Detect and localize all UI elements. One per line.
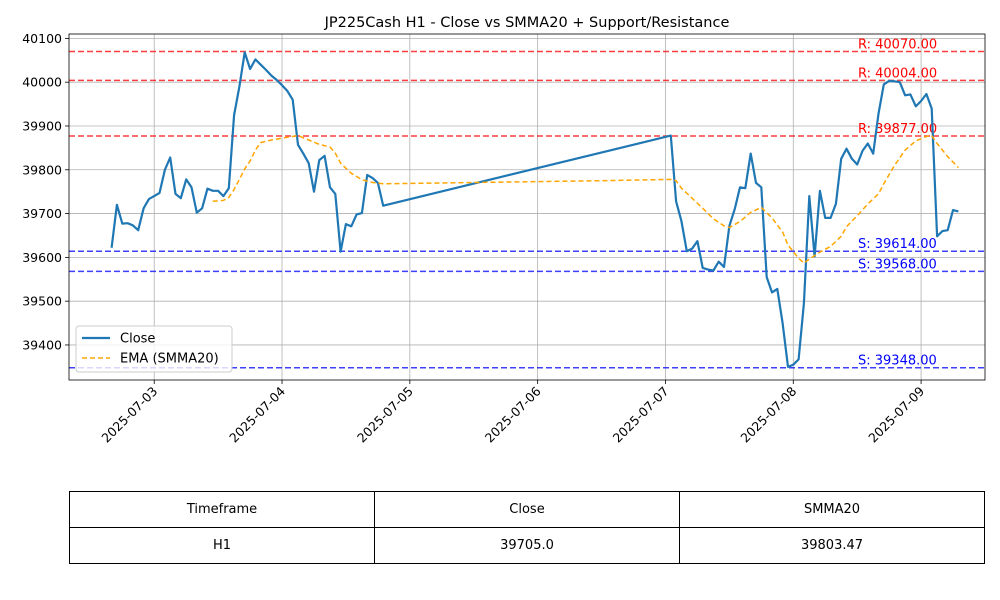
resistance-label: R: 40070.00 bbox=[858, 38, 937, 53]
y-tick-label: 39400 bbox=[22, 337, 62, 352]
chart-title: JP225Cash H1 - Close vs SMMA20 + Support… bbox=[324, 15, 730, 31]
legend-box bbox=[75, 325, 233, 373]
x-tick-label: 2025-07-09 bbox=[865, 383, 927, 445]
x-tick-label: 2025-07-08 bbox=[737, 383, 799, 445]
table-header-row: Timeframe Close SMMA20 bbox=[69, 491, 985, 528]
series-line-1 bbox=[212, 134, 959, 264]
legend-label: EMA (SMMA20) bbox=[120, 352, 219, 367]
x-tick-label: 2025-07-07 bbox=[610, 384, 672, 446]
plot-frame bbox=[68, 33, 986, 381]
summary-table: Timeframe Close SMMA20 H1 39705.0 39803.… bbox=[69, 491, 985, 564]
cell-smma20: 39803.47 bbox=[679, 527, 985, 564]
y-tick-label: 39500 bbox=[22, 294, 62, 309]
y-tick-label: 40100 bbox=[22, 31, 62, 46]
y-tick-label: 39600 bbox=[22, 250, 62, 265]
support-resistance-levels: R: 40070.00 R: 40004.00 R: 39877.00 S: 3961… bbox=[69, 38, 985, 369]
axes: 2025-07-03 2025-07-04 2025-07-05 2025-07-06… bbox=[22, 31, 986, 446]
grid bbox=[69, 34, 985, 380]
x-tick-label: 2025-07-05 bbox=[354, 384, 416, 446]
cell-timeframe: H1 bbox=[69, 527, 375, 564]
series-line-0 bbox=[110, 51, 959, 368]
legend-label: Close bbox=[120, 332, 155, 347]
x-tick-label: 2025-07-06 bbox=[482, 383, 544, 445]
cell-close: 39705.0 bbox=[374, 527, 680, 564]
y-tick-label: 39900 bbox=[22, 118, 62, 133]
resistance-label: R: 39877.00 bbox=[858, 122, 937, 137]
x-tick-label: 2025-07-03 bbox=[98, 384, 160, 446]
header-smma20: SMMA20 bbox=[679, 491, 985, 528]
series bbox=[110, 51, 959, 368]
x-tick-label: 2025-07-04 bbox=[226, 383, 288, 445]
header-timeframe: Timeframe bbox=[69, 491, 375, 528]
y-tick-label: 39700 bbox=[22, 206, 62, 221]
support-label: S: 39614.00 bbox=[858, 237, 937, 252]
y-tick-label: 39800 bbox=[22, 162, 62, 177]
legend: Close EMA (SMMA20) bbox=[75, 325, 233, 373]
support-label: S: 39568.00 bbox=[858, 257, 937, 272]
table-row: H1 39705.0 39803.47 bbox=[69, 527, 985, 564]
header-close: Close bbox=[374, 491, 680, 528]
resistance-label: R: 40004.00 bbox=[858, 66, 937, 81]
support-label: S: 39348.00 bbox=[858, 354, 937, 369]
chart: JP225Cash H1 - Close vs SMMA20 + Support… bbox=[22, 15, 986, 446]
y-tick-label: 40000 bbox=[22, 75, 62, 90]
